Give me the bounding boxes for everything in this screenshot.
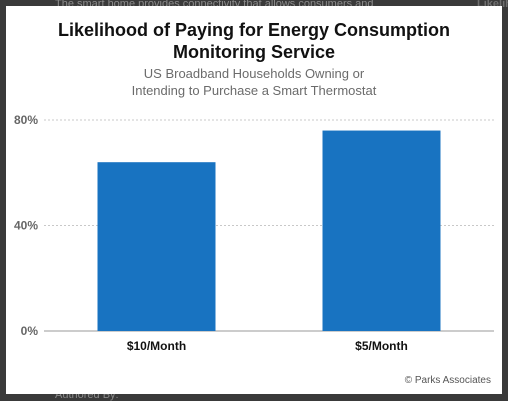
chart-subtitle-line-2: Intending to Purchase a Smart Thermostat — [131, 83, 377, 98]
y-tick-label: 0% — [21, 324, 39, 338]
bar-10-month — [97, 162, 216, 331]
chart-title: Likelihood of Paying for Energy Consumpt… — [6, 19, 502, 63]
bar-chart: 0% 40% 80% $10/Month $5/Month — [14, 113, 494, 353]
chart-subtitle-line-1: US Broadband Households Owning or — [143, 66, 365, 81]
chart-subtitle: US Broadband Households Owning or Intend… — [6, 65, 502, 99]
chart-credit: © Parks Associates — [404, 375, 491, 386]
y-tick-label: 80% — [14, 113, 38, 127]
chart-title-line-2: Monitoring Service — [172, 42, 336, 62]
x-category-label: $5/Month — [355, 339, 408, 353]
bar-5-month — [322, 130, 441, 331]
chart-title-line-1: Likelihood of Paying for Energy Consumpt… — [57, 20, 450, 40]
x-category-label: $10/Month — [127, 339, 186, 353]
background-side-text: Likelihoo — [477, 0, 508, 10]
background-article-text: The smart home provides connectivity tha… — [55, 0, 374, 10]
chart-card: Likelihood of Paying for Energy Consumpt… — [6, 6, 502, 394]
y-tick-label: 40% — [14, 219, 38, 233]
